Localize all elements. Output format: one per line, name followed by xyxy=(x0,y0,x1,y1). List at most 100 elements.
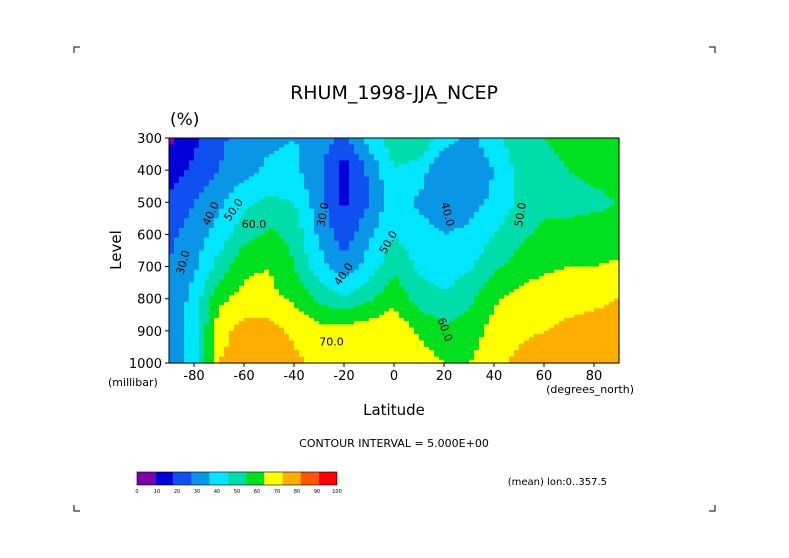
heatmap-cell xyxy=(434,211,440,216)
heatmap-cell xyxy=(214,154,220,158)
heatmap-cell xyxy=(329,247,335,252)
heatmap-cell xyxy=(169,160,175,165)
heatmap-cell xyxy=(494,205,500,210)
heatmap-cell xyxy=(324,269,330,274)
heatmap-cell xyxy=(264,192,270,197)
heatmap-cell xyxy=(424,256,430,261)
heatmap-cell xyxy=(369,244,375,248)
heatmap-cell xyxy=(534,273,540,277)
heatmap-cell xyxy=(299,228,305,232)
heatmap-cell xyxy=(374,202,380,207)
heatmap-cell xyxy=(224,154,230,158)
heatmap-cell xyxy=(414,237,420,242)
heatmap-cell xyxy=(529,305,535,309)
heatmap-cell xyxy=(349,314,355,319)
heatmap-cell xyxy=(394,273,400,277)
heatmap-cell xyxy=(494,311,500,316)
heatmap-cell xyxy=(259,173,265,178)
heatmap-cell xyxy=(314,205,320,210)
heatmap-cell xyxy=(199,292,205,297)
heatmap-cell xyxy=(269,305,275,309)
heatmap-cell xyxy=(534,269,540,274)
heatmap-cell xyxy=(499,247,505,252)
heatmap-cell xyxy=(329,138,335,142)
heatmap-cell xyxy=(394,170,400,174)
heatmap-cell xyxy=(209,166,215,171)
heatmap-cell xyxy=(324,189,330,194)
heatmap-cell xyxy=(544,247,550,252)
heatmap-cell xyxy=(284,308,290,313)
heatmap-cell xyxy=(449,247,455,252)
heatmap-cell xyxy=(489,205,495,210)
heatmap-cell xyxy=(389,234,395,239)
heatmap-cell xyxy=(484,269,490,274)
heatmap-cell xyxy=(554,186,560,191)
heatmap-cell xyxy=(304,292,310,297)
heatmap-cell xyxy=(514,183,520,187)
heatmap-cell xyxy=(324,253,330,258)
heatmap-cell xyxy=(279,192,285,197)
heatmap-cell xyxy=(599,301,605,306)
heatmap-cell xyxy=(199,192,205,197)
heatmap-cell xyxy=(384,311,390,316)
heatmap-cell xyxy=(544,292,550,297)
heatmap-cell xyxy=(529,218,535,223)
heatmap-cell xyxy=(524,224,530,229)
heatmap-cell xyxy=(544,147,550,152)
heatmap-cell xyxy=(409,311,415,316)
heatmap-cell xyxy=(574,170,580,174)
heatmap-cell xyxy=(364,208,370,213)
heatmap-cell xyxy=(369,141,375,146)
heatmap-cell xyxy=(549,253,555,258)
heatmap-cell xyxy=(229,160,235,165)
heatmap-cell xyxy=(559,144,565,149)
heatmap-cell xyxy=(409,301,415,306)
heatmap-cell xyxy=(604,311,610,316)
heatmap-cell xyxy=(309,244,315,248)
heatmap-cell xyxy=(439,285,445,290)
heatmap-cell xyxy=(344,166,350,171)
heatmap-cell xyxy=(329,285,335,290)
heatmap-cell xyxy=(574,308,580,313)
heatmap-cell xyxy=(239,154,245,158)
heatmap-cell xyxy=(179,301,185,306)
heatmap-cell xyxy=(489,247,495,252)
heatmap-cell xyxy=(524,166,530,171)
heatmap-cell xyxy=(174,144,180,149)
heatmap-cell xyxy=(294,237,300,242)
heatmap-cell xyxy=(359,311,365,316)
heatmap-cell xyxy=(169,221,175,226)
heatmap-cell xyxy=(364,150,370,155)
heatmap-cell xyxy=(344,305,350,309)
heatmap-cell xyxy=(224,199,230,203)
heatmap-cell xyxy=(289,199,295,203)
heatmap-cell xyxy=(374,150,380,155)
heatmap-cell xyxy=(594,208,600,213)
heatmap-cell xyxy=(259,285,265,290)
heatmap-cell xyxy=(594,266,600,271)
heatmap-cell xyxy=(194,256,200,261)
heatmap-cell xyxy=(564,231,570,236)
heatmap-cell xyxy=(499,276,505,281)
heatmap-cell xyxy=(279,301,285,306)
heatmap-cell xyxy=(329,240,335,245)
heatmap-cell xyxy=(229,154,235,158)
heatmap-cell xyxy=(244,186,250,191)
heatmap-cell xyxy=(424,215,430,219)
heatmap-cell xyxy=(454,234,460,239)
heatmap-cell xyxy=(169,314,175,319)
heatmap-cell xyxy=(599,237,605,242)
heatmap-cell xyxy=(484,170,490,174)
heatmap-cell xyxy=(259,211,265,216)
heatmap-cell xyxy=(364,256,370,261)
heatmap-cell xyxy=(399,266,405,271)
heatmap-cell xyxy=(449,250,455,255)
heatmap-cell xyxy=(454,176,460,181)
heatmap-cell xyxy=(209,263,215,268)
heatmap-cell xyxy=(514,269,520,274)
heatmap-cell xyxy=(319,256,325,261)
heatmap-cell xyxy=(579,202,585,207)
heatmap-cell xyxy=(484,224,490,229)
heatmap-cell xyxy=(364,160,370,165)
heatmap-cell xyxy=(309,179,315,184)
